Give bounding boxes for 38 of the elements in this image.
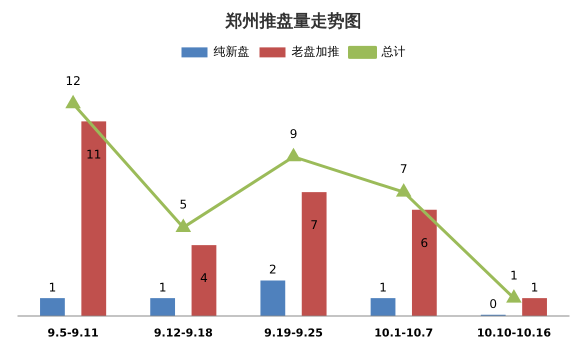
- bar: [522, 298, 547, 316]
- data-label: 11: [86, 148, 102, 162]
- data-label: 1: [48, 280, 56, 294]
- data-label: 1: [530, 280, 538, 294]
- point: [286, 149, 300, 162]
- bar: [150, 298, 176, 316]
- bar: [81, 121, 106, 316]
- data-label: 6: [420, 236, 428, 250]
- data-label: 7: [310, 218, 318, 232]
- bar: [192, 245, 216, 316]
- legend-label: 纯新盘: [214, 44, 250, 59]
- x-tick-label: 10.1-10.7: [374, 326, 434, 340]
- bar: [302, 192, 327, 316]
- legend-label: 老盘加推: [292, 44, 340, 59]
- x-tick-label: 9.12-9.18: [154, 326, 213, 340]
- data-label: 7: [400, 162, 408, 176]
- bar: [412, 210, 437, 316]
- x-tick-label: 9.5-9.11: [48, 326, 99, 340]
- chart-title: 郑州推盘量走势图: [224, 12, 362, 32]
- bar: [370, 298, 396, 316]
- data-label: 4: [200, 271, 208, 286]
- data-label: 2: [269, 262, 277, 277]
- bar: [40, 298, 65, 316]
- data-label: 12: [65, 74, 81, 88]
- data-label: 5: [179, 198, 188, 212]
- data-label: 1: [510, 268, 518, 282]
- data-label: 1: [158, 280, 166, 294]
- point: [176, 220, 190, 232]
- data-label: 1: [379, 280, 387, 294]
- x-tick-label: 10.10-10.16: [476, 326, 552, 340]
- data-label: 0: [489, 296, 498, 311]
- data-label: 9: [290, 126, 298, 141]
- bar: [260, 280, 286, 316]
- legend-label: 总计: [380, 44, 406, 59]
- point: [66, 96, 80, 108]
- point: [397, 184, 410, 197]
- point: [507, 290, 521, 303]
- x-tick-label: 9.19-9.25: [264, 326, 323, 340]
